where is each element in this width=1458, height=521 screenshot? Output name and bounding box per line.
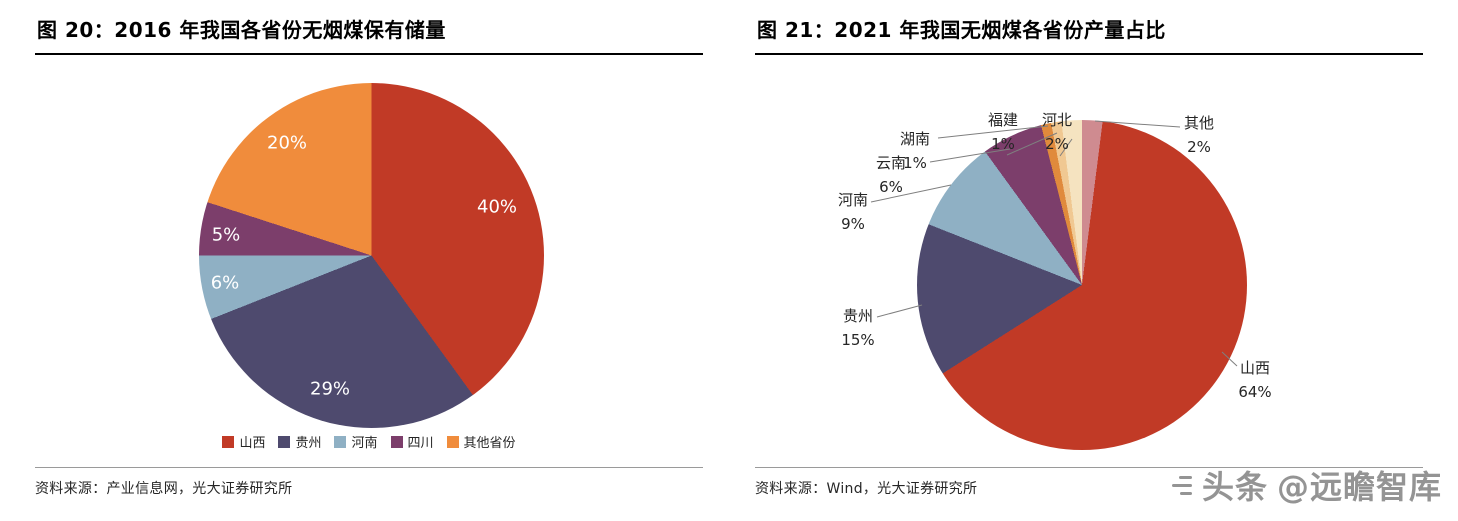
leader-line-other [1094, 120, 1181, 128]
toutiao-logo-icon [1171, 475, 1192, 495]
figure-20: 图 20：2016 年我国各省份无烟煤保有储量 40% 29% 6% 5% 20… [35, 12, 703, 498]
slice-label-hunan-name: 湖南 [899, 130, 931, 148]
pct-label-henan: 6% [210, 272, 240, 294]
slice-label-fujian-pct: 1% [991, 135, 1015, 153]
pct-label-sichuan: 5% [211, 224, 241, 246]
slice-label-guizhou-pct: 15% [841, 331, 875, 349]
legend-swatch-sichuan [390, 435, 403, 448]
watermark-handle: @远瞻智库 [1276, 468, 1442, 506]
leader-line-guizhou [876, 304, 923, 318]
pct-label-guizhou: 29% [309, 378, 351, 400]
slice-label-other-pct: 2% [1187, 138, 1211, 156]
slice-label-fujian: 福建 1% [988, 108, 1018, 156]
slice-label-hebei-pct: 2% [1045, 135, 1069, 153]
figure-20-legend: 山西 贵州 河南 四川 其他省份 [35, 432, 703, 451]
legend-label-henan: 河南 [351, 436, 378, 451]
watermark-toutiao: 头条 [1201, 468, 1268, 506]
figure-21-title: 图 21：2021 年我国无烟煤各省份产量占比 [755, 12, 1423, 55]
figure-21-chart-area: 其他 2% 山西 64% 贵州 15% 河南 9% 云南 6% 湖南 1% [755, 55, 1423, 455]
figure-20-title: 图 20：2016 年我国各省份无烟煤保有储量 [35, 12, 703, 55]
legend-label-other-provinces: 其他省份 [463, 436, 516, 451]
leader-lines [870, 120, 1238, 367]
legend-label-shanxi: 山西 [239, 436, 266, 451]
legend-item-other-provinces: 其他省份 [446, 432, 516, 451]
leader-line-hunan [937, 125, 1049, 139]
slice-label-shanxi-name: 山西 [1239, 359, 1270, 377]
slice-label-hunan: 湖南 1% [900, 127, 930, 175]
legend-label-sichuan: 四川 [407, 436, 434, 451]
slice-label-other-name: 其他 [1183, 114, 1215, 132]
slice-label-hebei-name: 河北 [1041, 111, 1073, 129]
slice-label-yunnan-name: 云南 [875, 154, 907, 172]
legend-item-henan: 河南 [334, 432, 378, 451]
leader-line-henan [870, 184, 952, 203]
legend-item-sichuan: 四川 [390, 432, 434, 451]
pct-label-other-provinces: 20% [266, 132, 308, 154]
pie-chart-2016-reserves [199, 83, 544, 428]
slice-label-yunnan: 云南 6% [876, 151, 906, 199]
slice-label-henan: 河南 9% [838, 188, 868, 236]
slice-label-shanxi: 山西 64% [1238, 356, 1271, 404]
slice-label-shanxi-pct: 64% [1238, 383, 1272, 401]
legend-item-guizhou: 贵州 [278, 432, 321, 451]
slice-label-hunan-pct: 1% [903, 154, 927, 172]
leader-line-yunnan [929, 148, 1011, 163]
watermark: 头条 @远瞻智库 [1171, 462, 1442, 508]
legend-swatch-guizhou [278, 435, 291, 448]
legend-item-shanxi: 山西 [222, 432, 265, 451]
leader-line-fujian [1006, 132, 1058, 156]
slice-label-guizhou: 贵州 15% [841, 304, 874, 352]
slice-label-other: 其他 2% [1184, 111, 1214, 159]
leader-line-hebei [1059, 138, 1073, 157]
figure-21: 图 21：2021 年我国无烟煤各省份产量占比 其他 2% 山西 64% [755, 12, 1423, 498]
pct-label-shanxi: 40% [476, 196, 518, 218]
figure-21-source: 资料来源：Wind，光大证券研究所 [755, 467, 1423, 498]
legend-swatch-henan [334, 435, 347, 448]
legend-swatch-shanxi [222, 435, 235, 448]
slice-label-fujian-name: 福建 [987, 111, 1019, 129]
pie-chart-2021-output [917, 120, 1247, 450]
legend-label-guizhou: 贵州 [295, 436, 322, 451]
figure-20-chart-area: 40% 29% 6% 5% 20% 山西 贵州 河南 [35, 55, 703, 455]
slice-label-guizhou-name: 贵州 [842, 307, 873, 325]
slice-label-henan-pct: 9% [841, 215, 865, 233]
leader-line-shanxi [1221, 351, 1238, 367]
slice-label-hebei: 河北 2% [1042, 108, 1072, 156]
slice-label-yunnan-pct: 6% [879, 178, 903, 196]
slice-label-henan-name: 河南 [837, 191, 869, 209]
figure-20-source: 资料来源：产业信息网，光大证券研究所 [35, 467, 703, 498]
legend-swatch-other-provinces [446, 435, 459, 448]
